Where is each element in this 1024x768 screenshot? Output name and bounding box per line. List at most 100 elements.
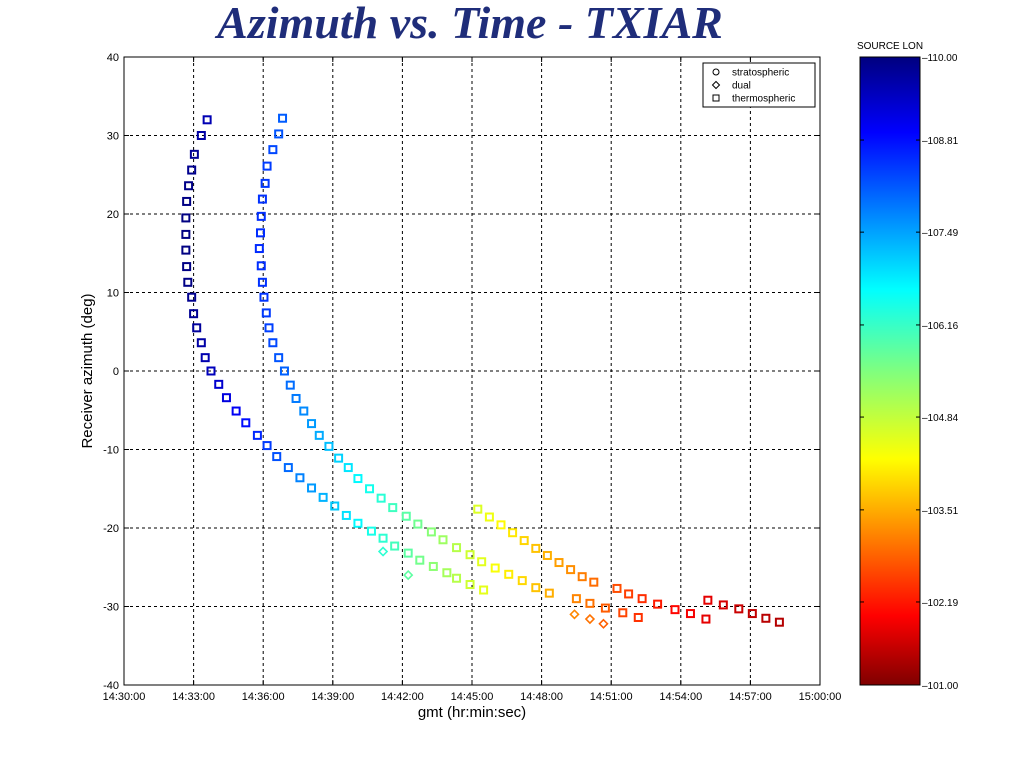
legend-label: dual [732,81,751,92]
dual-point [598,618,609,629]
x-tick-label: 14:36:00 [242,691,285,703]
thermospheric-point [268,145,278,155]
thermospheric-point [618,608,628,618]
thermospheric-point [187,165,197,175]
x-tick-label: 14:33:00 [172,691,215,703]
thermospheric-point [259,292,269,302]
thermospheric-point [231,406,241,416]
thermospheric-point [653,599,663,609]
colorbar-tick-label: –106.16 [922,321,959,332]
thermospheric-point [401,511,411,521]
x-tick-label: 14:42:00 [381,691,424,703]
colorbar-tick-label: –103.51 [922,506,959,517]
thermospheric-point [187,292,197,302]
thermospheric-point [428,561,438,571]
thermospheric-point [330,501,340,511]
thermospheric-point [465,550,475,560]
thermospheric-point [257,277,267,287]
thermospheric-point [291,393,301,403]
thermospheric-point [241,418,251,428]
thermospheric-point [214,379,224,389]
thermospheric-point [256,261,266,271]
colorbar-title: SOURCE LON [857,41,923,52]
x-tick-label: 14:57:00 [729,691,772,703]
thermospheric-point [465,580,475,590]
thermospheric-point [182,262,192,272]
colorbar-gradient [859,56,921,686]
thermospheric-point [279,366,289,376]
thermospheric-point [318,492,328,502]
thermospheric-point [184,181,194,191]
thermospheric-point [181,229,191,239]
y-tick-label: -30 [103,602,119,614]
thermospheric-point [426,527,436,537]
thermospheric-point [285,380,295,390]
thermospheric-point [283,463,293,473]
thermospheric-point [274,129,284,139]
thermospheric-point [252,430,262,440]
thermospheric-point [307,419,317,429]
legend-label: stratospheric [732,68,789,79]
thermospheric-point [600,603,610,613]
thermospheric-point [484,512,494,522]
thermospheric-point [413,519,423,529]
thermospheric-point [577,572,587,582]
thermospheric-point [376,493,386,503]
thermospheric-point [403,548,413,558]
axis-ticks: 14:30:00 14:33:00 14:36:00 14:39:00 14:42:00… [103,52,842,703]
thermospheric-point [189,309,199,319]
data-points [181,113,784,629]
thermospheric-point [182,196,192,206]
thermospheric-point [504,569,514,579]
x-tick-label: 15:00:00 [799,691,842,703]
thermospheric-point [256,211,266,221]
thermospheric-point [378,533,388,543]
thermospheric-point [196,131,206,140]
thermospheric-point [519,536,529,546]
x-tick-label: 14:48:00 [520,691,563,703]
thermospheric-point [490,563,500,573]
thermospheric-point [192,323,202,333]
thermospheric-point [452,543,462,553]
thermospheric-point [181,245,191,255]
legend: stratospheric dual thermospheric [702,62,816,108]
dual-point [569,609,580,620]
thermospheric-point [701,614,711,624]
colorbar: SOURCE LON–110.00 –108.81 –107.49 –106.16 –1… [857,41,959,692]
thermospheric-point [544,588,554,598]
thermospheric-point [473,504,483,514]
chart-title: Azimuth vs. Time - TXIAR [217,0,723,48]
thermospheric-point [295,473,305,483]
thermospheric-point [264,323,274,333]
thermospheric-point [181,213,191,223]
thermospheric-point [390,541,400,551]
y-tick-label: 20 [107,209,119,221]
thermospheric-point [624,589,634,599]
thermospheric-point [585,598,595,608]
thermospheric-point [365,484,375,494]
y-tick-label: -20 [103,523,119,535]
thermospheric-point [206,366,216,376]
colorbar-tick-label: –104.84 [922,413,959,424]
y-tick-label: 10 [107,288,119,300]
thermospheric-point [761,613,771,623]
x-tick-label: 14:51:00 [590,691,633,703]
legend-marker-circle [712,68,720,76]
thermospheric-point [334,453,344,463]
thermospheric-point [477,557,487,567]
thermospheric-point [353,518,363,528]
y-tick-label: 40 [107,52,119,64]
thermospheric-point [554,558,564,568]
thermospheric-point [496,520,506,530]
legend-box [702,62,816,108]
x-tick-label: 14:30:00 [103,691,146,703]
dual-point [377,546,389,557]
thermospheric-point [196,338,206,348]
thermospheric-point [508,528,518,538]
thermospheric-point [366,526,376,536]
y-tick-label: -10 [103,445,119,457]
thermospheric-point [452,573,462,583]
thermospheric-point [299,406,309,416]
thermospheric-point [718,600,728,610]
